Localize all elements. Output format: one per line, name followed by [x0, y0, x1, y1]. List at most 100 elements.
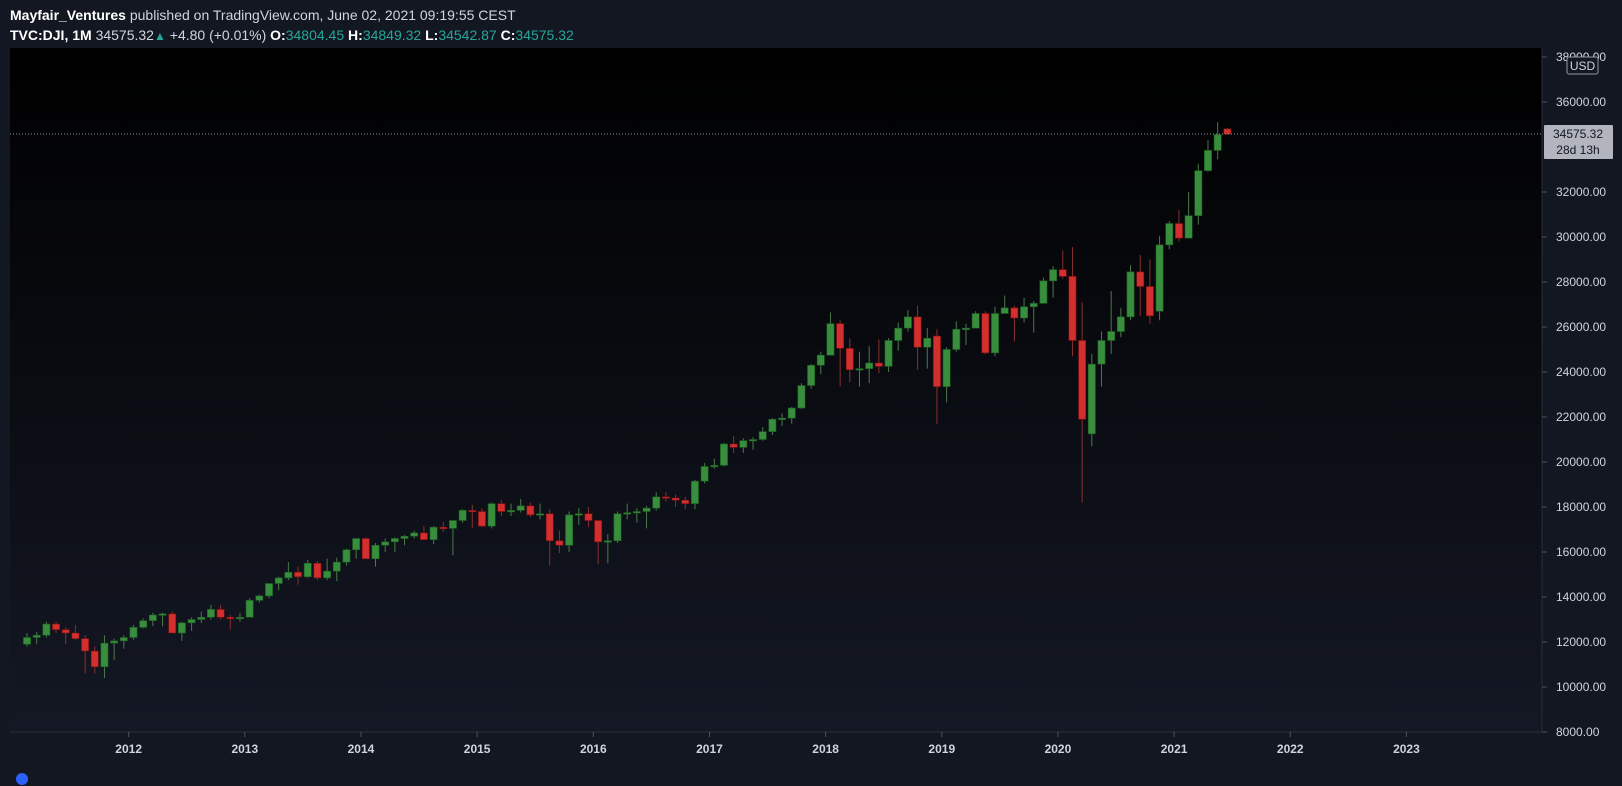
candle[interactable]: [710, 458, 719, 469]
candle[interactable]: [913, 305, 922, 370]
candle[interactable]: [797, 383, 806, 410]
candle[interactable]: [265, 583, 273, 599]
candle[interactable]: [429, 526, 438, 545]
candle[interactable]: [1194, 163, 1203, 225]
candle[interactable]: [148, 612, 157, 627]
candle[interactable]: [226, 615, 235, 630]
candle[interactable]: [971, 311, 980, 329]
candle[interactable]: [313, 561, 322, 581]
candle[interactable]: [400, 535, 409, 546]
candle[interactable]: [884, 338, 893, 372]
candle[interactable]: [952, 321, 961, 352]
candle[interactable]: [284, 562, 293, 581]
candle[interactable]: [361, 537, 370, 560]
candle[interactable]: [574, 508, 583, 525]
candle[interactable]: [1155, 235, 1164, 321]
candle[interactable]: [410, 530, 419, 539]
candle[interactable]: [778, 413, 786, 426]
candle[interactable]: [826, 312, 835, 356]
chart-area[interactable]: 38000.0036000.0032000.0030000.0028000.00…: [0, 48, 1622, 781]
candle[interactable]: [458, 509, 467, 523]
candle[interactable]: [100, 635, 109, 678]
candle[interactable]: [594, 520, 603, 565]
candle[interactable]: [903, 310, 912, 332]
candle[interactable]: [739, 438, 748, 453]
candle[interactable]: [507, 503, 515, 516]
candle[interactable]: [129, 625, 138, 640]
candle[interactable]: [1184, 192, 1193, 239]
candle[interactable]: [923, 328, 932, 369]
candle[interactable]: [1020, 297, 1028, 323]
candle[interactable]: [1107, 291, 1116, 354]
symbol-interval[interactable]: TVC:DJI, 1M: [10, 27, 92, 43]
candle[interactable]: [390, 537, 399, 552]
candle[interactable]: [729, 436, 738, 453]
candle[interactable]: [1223, 127, 1232, 135]
candle[interactable]: [962, 323, 970, 345]
candle[interactable]: [42, 621, 51, 638]
candle[interactable]: [178, 621, 186, 641]
candle[interactable]: [691, 480, 699, 510]
candle[interactable]: [52, 621, 60, 633]
candle[interactable]: [545, 509, 554, 566]
candle[interactable]: [1058, 250, 1067, 279]
candle[interactable]: [332, 557, 341, 582]
candle[interactable]: [110, 638, 119, 660]
candle[interactable]: [439, 521, 448, 532]
candle[interactable]: [81, 635, 89, 674]
candle[interactable]: [1029, 301, 1038, 333]
candle[interactable]: [342, 548, 351, 566]
candle[interactable]: [1116, 307, 1125, 338]
candle[interactable]: [816, 351, 825, 375]
candle[interactable]: [478, 508, 486, 528]
candle[interactable]: [1087, 354, 1096, 447]
candle[interactable]: [845, 338, 854, 383]
time-axis[interactable]: 2012 2013 2014 2015 2016 2017 2018 2019 2020 2021…: [115, 732, 1420, 756]
candle[interactable]: [855, 351, 864, 387]
candle[interactable]: [768, 418, 777, 435]
candle[interactable]: [1213, 122, 1222, 160]
candle[interactable]: [71, 625, 80, 640]
candle[interactable]: [613, 511, 622, 544]
candle[interactable]: [603, 534, 612, 564]
candle[interactable]: [255, 594, 264, 603]
candle[interactable]: [207, 604, 215, 620]
candlestick-chart[interactable]: 38000.0036000.0032000.0030000.0028000.00…: [0, 48, 1622, 781]
candle[interactable]: [449, 520, 457, 556]
candle[interactable]: [1175, 210, 1183, 242]
candle[interactable]: [555, 530, 564, 554]
candle[interactable]: [197, 611, 206, 623]
candle[interactable]: [536, 503, 544, 520]
candle[interactable]: [216, 604, 225, 620]
candle[interactable]: [352, 538, 361, 559]
candle[interactable]: [187, 617, 196, 631]
candle[interactable]: [942, 347, 951, 403]
candle[interactable]: [419, 526, 428, 540]
candle[interactable]: [758, 427, 767, 441]
candle[interactable]: [32, 631, 41, 645]
candle[interactable]: [23, 633, 31, 647]
candle[interactable]: [139, 618, 148, 629]
candle[interactable]: [294, 566, 302, 585]
candle[interactable]: [526, 502, 535, 518]
candle[interactable]: [1039, 277, 1048, 304]
candle[interactable]: [1165, 221, 1174, 250]
candle[interactable]: [661, 492, 670, 502]
candle[interactable]: [90, 646, 99, 674]
candle[interactable]: [1097, 331, 1106, 387]
candle[interactable]: [303, 559, 312, 578]
candle[interactable]: [991, 306, 999, 357]
candle[interactable]: [381, 538, 390, 553]
candle[interactable]: [371, 543, 380, 567]
candle[interactable]: [700, 463, 709, 484]
candle[interactable]: [1010, 305, 1019, 342]
candle[interactable]: [632, 508, 641, 523]
candle[interactable]: [681, 496, 690, 510]
candle[interactable]: [1204, 140, 1212, 172]
candle[interactable]: [61, 627, 70, 645]
candle[interactable]: [516, 499, 525, 513]
candle[interactable]: [1068, 247, 1077, 357]
candle[interactable]: [1146, 259, 1154, 324]
candle[interactable]: [565, 511, 573, 553]
candle[interactable]: [119, 635, 128, 649]
